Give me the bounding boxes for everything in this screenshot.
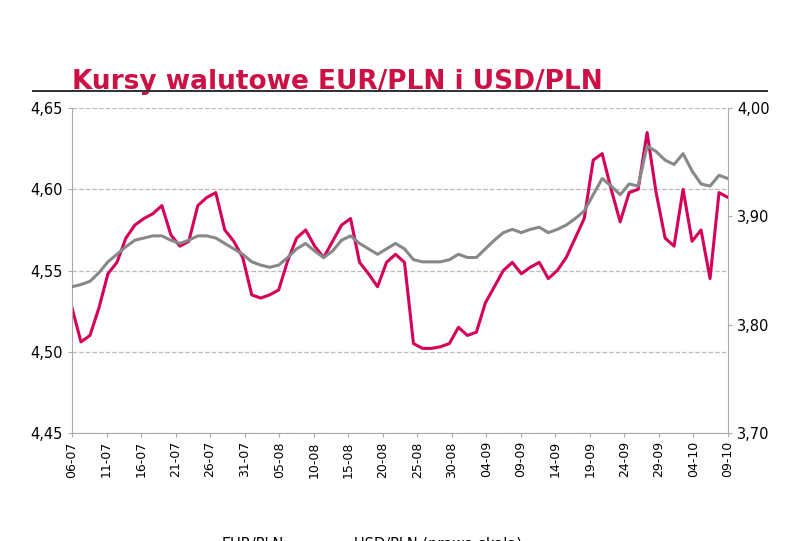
EUR/PLN — [445, 340, 454, 347]
EUR/PLN — [678, 186, 688, 193]
USD/PLN (prawa skala) — [211, 235, 221, 241]
USD/PLN (prawa skala) — [670, 161, 679, 168]
USD/PLN (prawa skala) — [426, 259, 436, 265]
USD/PLN (prawa skala) — [436, 259, 446, 265]
EUR/PLN — [436, 344, 446, 350]
USD/PLN (prawa skala) — [723, 175, 733, 182]
USD/PLN (prawa skala) — [67, 283, 77, 290]
USD/PLN (prawa skala) — [202, 233, 211, 239]
EUR/PLN — [418, 345, 427, 352]
EUR/PLN — [211, 189, 221, 196]
Line: USD/PLN (prawa skala): USD/PLN (prawa skala) — [72, 146, 728, 287]
EUR/PLN — [283, 258, 293, 264]
Text: Kursy walutowe EUR/PLN i USD/PLN: Kursy walutowe EUR/PLN i USD/PLN — [72, 69, 602, 95]
EUR/PLN — [723, 194, 733, 201]
Legend: EUR/PLN, USD/PLN (prawa skala): EUR/PLN, USD/PLN (prawa skala) — [167, 531, 528, 541]
EUR/PLN — [202, 194, 211, 201]
USD/PLN (prawa skala) — [283, 254, 293, 261]
USD/PLN (prawa skala) — [642, 143, 652, 149]
Line: EUR/PLN: EUR/PLN — [72, 133, 728, 348]
EUR/PLN — [642, 129, 652, 136]
EUR/PLN — [67, 305, 77, 311]
